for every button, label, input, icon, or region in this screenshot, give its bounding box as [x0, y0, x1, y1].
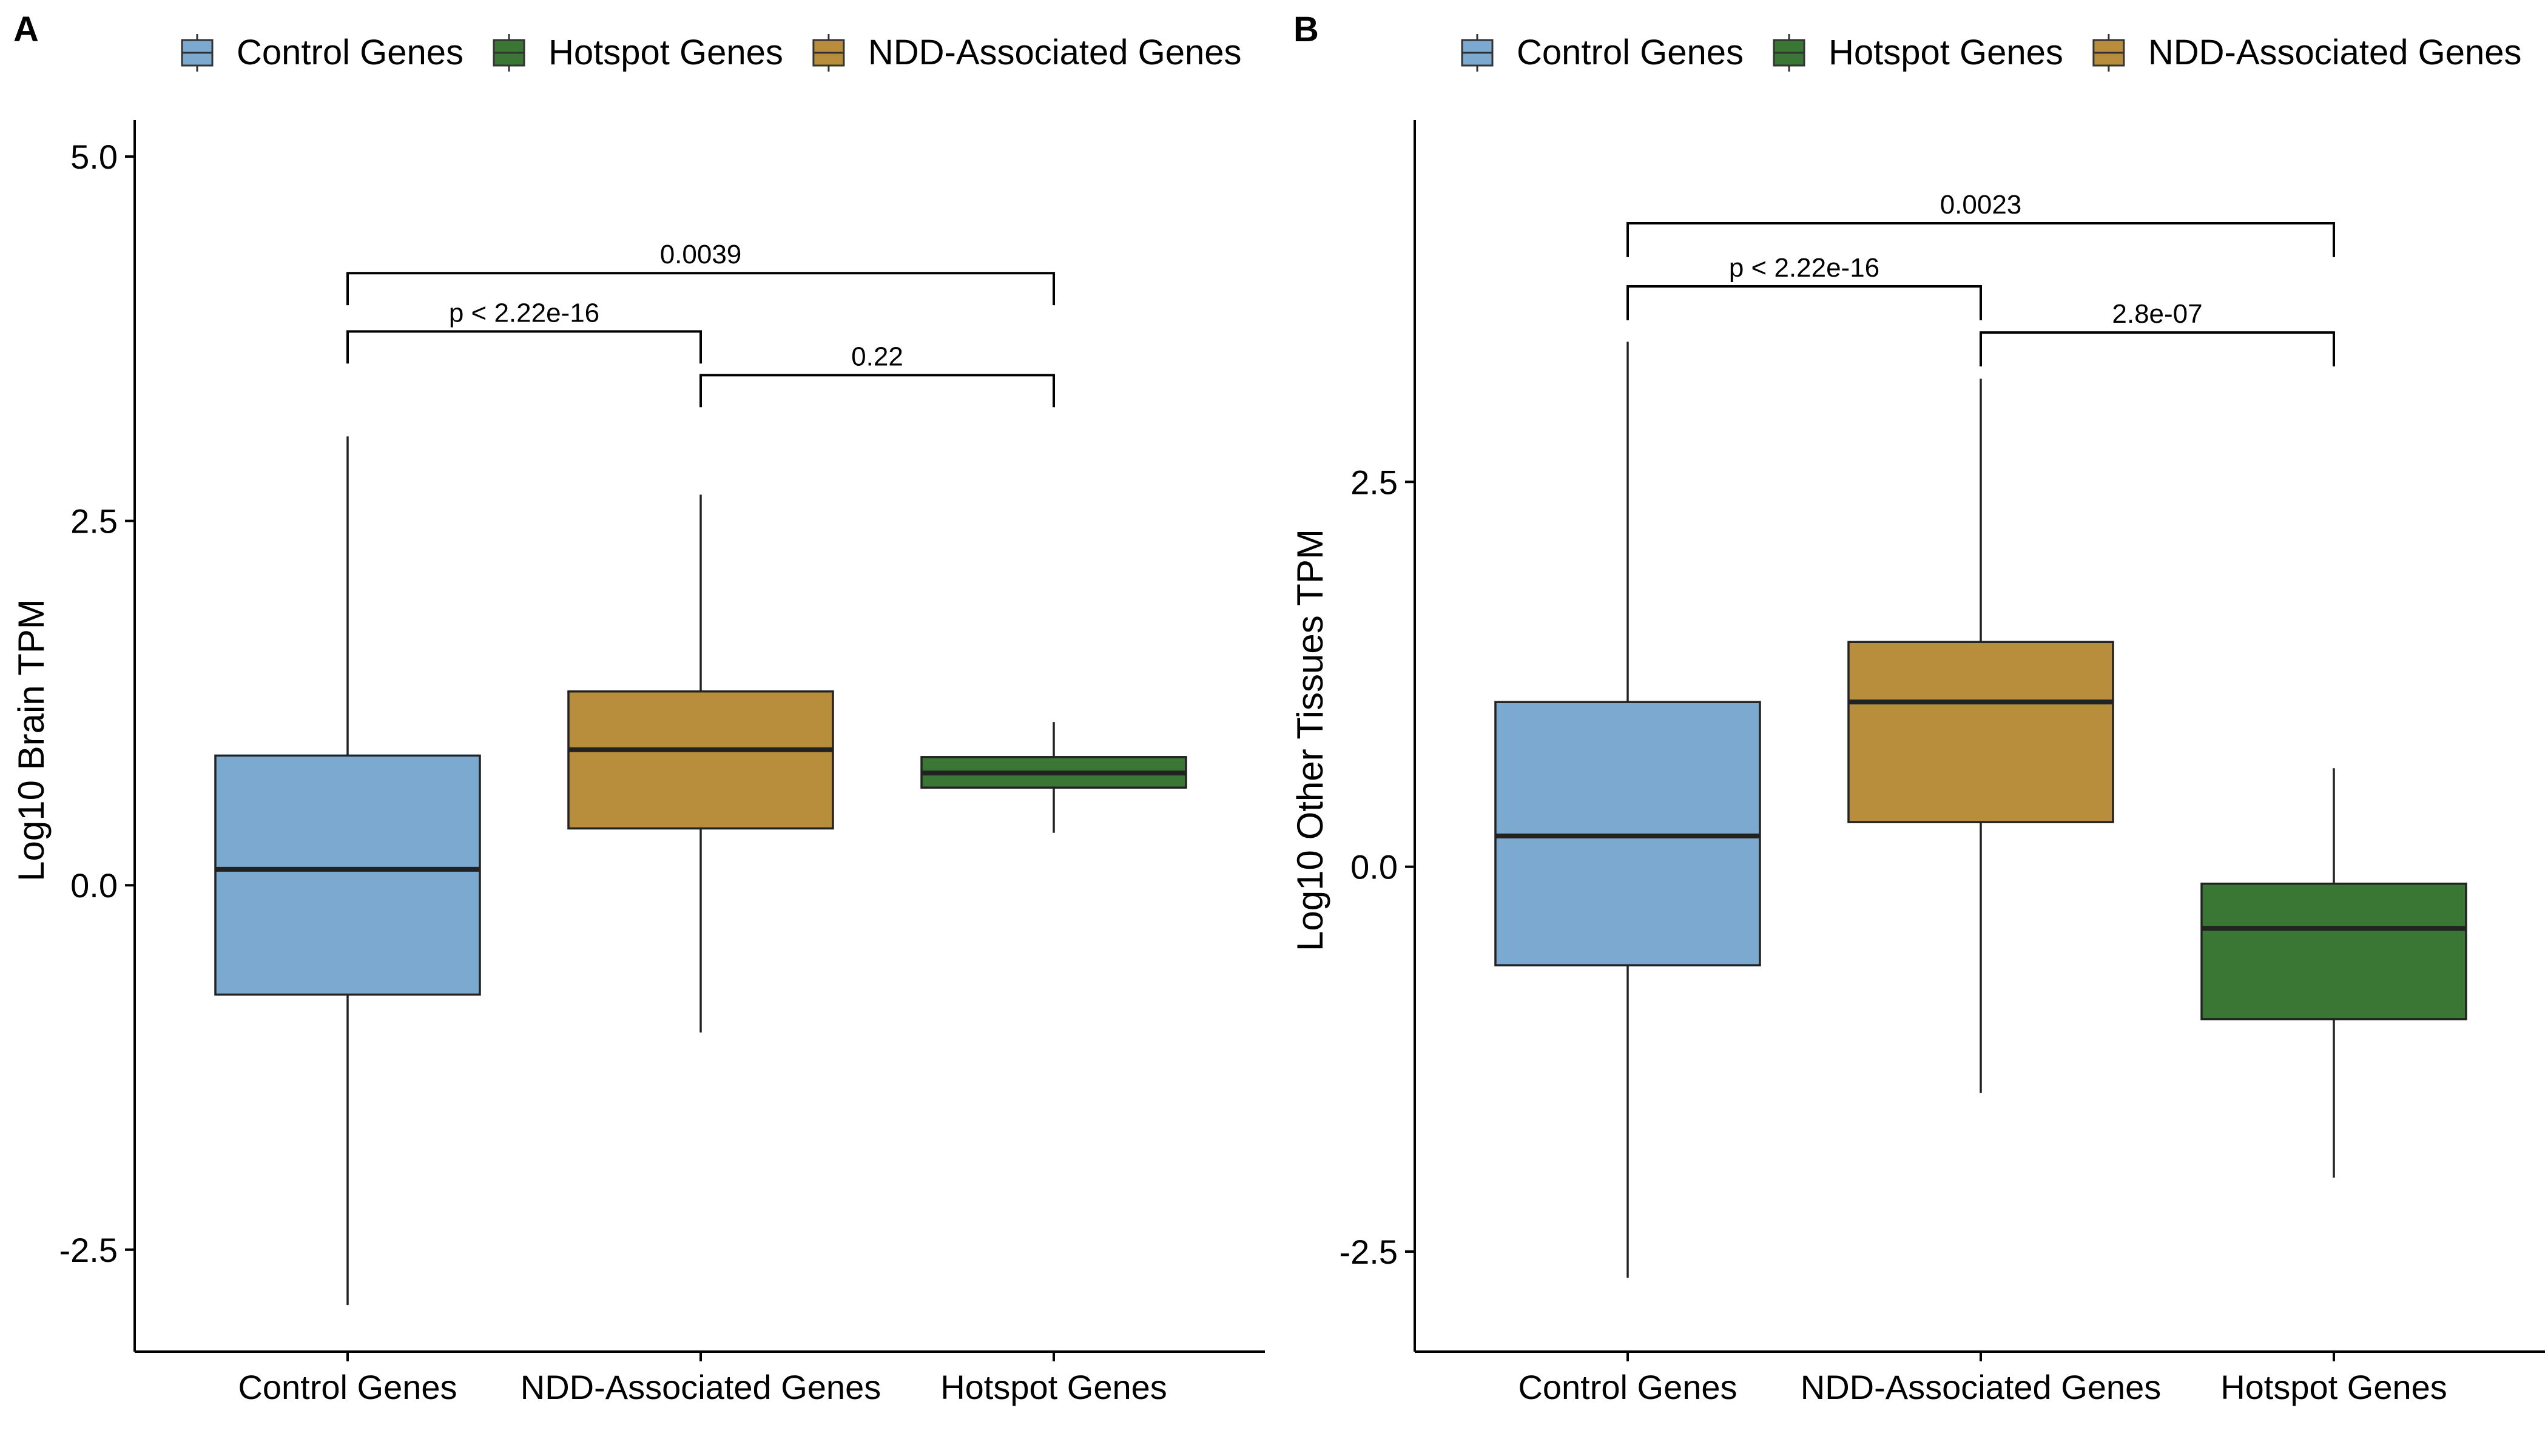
panel-a-comparison-label-p-2-22e-16: p < 2.22e-16 [449, 298, 599, 328]
panel-a-legend-item-control-genes: Control Genes [181, 33, 463, 72]
panel-b-legend: Control Genes Hotspot Genes NDD-Associated… [1461, 33, 2522, 72]
panel-b-box-ndd-associated-genes [1847, 379, 2114, 1093]
panel-b-comparison-label-2-8e-07: 2.8e-07 [2112, 299, 2202, 329]
panel-b-y-axis-label: Log10 Other Tissues TPM [1290, 529, 1330, 951]
panel-b-comparison-bracket-2-8e-07 [1980, 331, 2335, 366]
panel-a-tag: A [13, 10, 39, 49]
panel-b-iqr-box-hotspot-genes [2200, 882, 2467, 1020]
panel-a-y-tick-label: 5.0 [70, 138, 118, 176]
panel-b-legend-label-control-genes: Control Genes [1517, 33, 1744, 72]
panel-a-iqr-box-control-genes [214, 754, 481, 996]
panel-b-comparison-label-p-2-22e-16: p < 2.22e-16 [1729, 253, 1879, 283]
panel-b-comparison-bracket-p-2-22e-16 [1626, 285, 1982, 320]
panel-b-legend-label-ndd-associated-genes: NDD-Associated Genes [2148, 33, 2522, 72]
panel-a-plot: 5.0 2.5 0.0 -2.5 Control Genes NDD-Associated… [59, 120, 1265, 1406]
panel-a-comparison-bracket-0-0039 [346, 272, 1055, 306]
panel-b-x-tick-label-ndd-associated-genes: NDD-Associated Genes [1801, 1368, 2161, 1406]
panel-a-box-ndd-associated-genes [567, 494, 834, 1033]
panel-b-iqr-box-ndd-associated-genes [1847, 641, 2114, 823]
panel-b-legend-item-ndd-associated-genes: NDD-Associated Genes [2092, 33, 2522, 72]
panel-b-box-control-genes [1494, 342, 1761, 1278]
panel-a-legend-item-hotspot-genes: Hotspot Genes [493, 33, 783, 72]
panel-b: B Control Genes Hotspot Genes NDD-Associat… [1290, 10, 2545, 1406]
panel-b-comparison-bracket-0-0023 [1626, 222, 2335, 257]
panel-a-y-tick-label: 0.0 [70, 866, 118, 905]
panel-a-y-tick-label: 2.5 [70, 502, 118, 541]
panel-b-y-tick-label: 2.5 [1350, 463, 1398, 501]
panel-b-y-tick-label: -2.5 [1340, 1233, 1398, 1271]
panel-a-legend-item-ndd-associated-genes: NDD-Associated Genes [812, 33, 1242, 72]
panel-a-box-control-genes [214, 436, 481, 1306]
panel-a-y-tick-label: -2.5 [59, 1231, 118, 1269]
panel-a-legend-label-control-genes: Control Genes [237, 33, 463, 72]
panel-a-box-hotspot-genes [920, 722, 1187, 833]
panel-a-legend-label-ndd-associated-genes: NDD-Associated Genes [868, 33, 1242, 72]
panel-b-y-tick-label: 0.0 [1350, 848, 1398, 886]
panel-a-x-tick-label-control-genes: Control Genes [238, 1368, 457, 1406]
panel-b-legend-label-hotspot-genes: Hotspot Genes [1828, 33, 2063, 72]
panel-b-tag: B [1293, 10, 1319, 49]
panel-a-x-tick-label-ndd-associated-genes: NDD-Associated Genes [521, 1368, 881, 1406]
panel-b-plot: 2.5 0.0 -2.5 Control Genes NDD-Associated Ge… [1340, 120, 2545, 1406]
panel-b-comparison-label-0-0023: 0.0023 [1940, 190, 2022, 220]
panel-a-comparison-label-0-0039: 0.0039 [660, 240, 742, 269]
panel-a-x-tick-label-hotspot-genes: Hotspot Genes [940, 1368, 1167, 1406]
panel-b-legend-item-control-genes: Control Genes [1461, 33, 1744, 72]
panel-a-comparison-bracket-0-22 [699, 374, 1055, 408]
panel-b-box-hotspot-genes [2200, 768, 2467, 1178]
panel-a-comparison-label-0-22: 0.22 [851, 342, 903, 371]
panel-a-iqr-box-ndd-associated-genes [567, 690, 834, 830]
panel-b-legend-item-hotspot-genes: Hotspot Genes [1773, 33, 2063, 72]
panel-a: A Control Genes Hotspot Genes NDD-Associat… [11, 10, 1265, 1406]
panel-a-comparison-bracket-p-2-22e-16 [346, 330, 702, 364]
panel-a-legend-label-hotspot-genes: Hotspot Genes [548, 33, 783, 72]
panel-b-x-tick-label-hotspot-genes: Hotspot Genes [2220, 1368, 2447, 1406]
panel-a-y-axis-label: Log10 Brain TPM [11, 599, 52, 881]
panel-a-legend: Control Genes Hotspot Genes NDD-Associated… [181, 33, 1242, 72]
panel-b-x-tick-label-control-genes: Control Genes [1518, 1368, 1737, 1406]
